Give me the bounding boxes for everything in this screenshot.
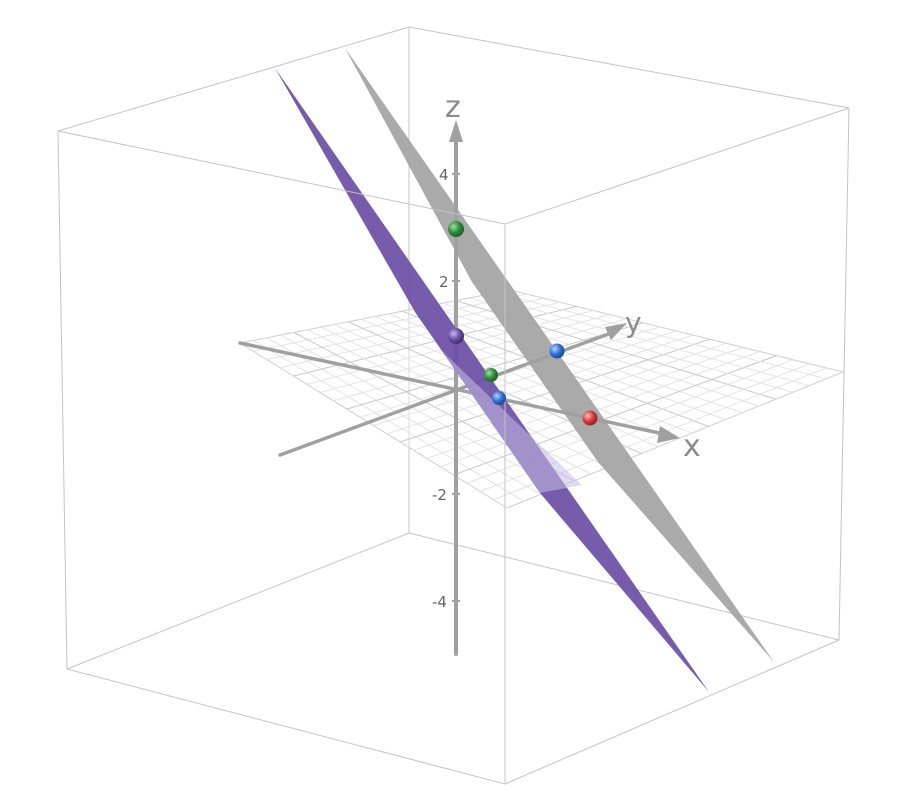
grid-line: [440, 351, 760, 468]
purple-point[interactable]: [448, 328, 464, 344]
grid-line: [482, 294, 810, 387]
z-tick-label-neg-2: -2: [432, 486, 447, 504]
z-tick-label-2: 2: [439, 273, 449, 291]
grid-line: [373, 330, 677, 426]
grid-line: [386, 334, 694, 435]
bounding-box-front: [57, 107, 850, 785]
blue-point-center[interactable]: [492, 391, 506, 405]
grid-line: [496, 292, 827, 380]
z-tick-label-neg-4: -4: [432, 593, 447, 611]
plane-purple-below-grid: [415, 312, 582, 493]
z-tick-marks: [452, 173, 460, 602]
x-axis-label: x: [683, 429, 701, 464]
blue-point-right[interactable]: [549, 343, 565, 359]
xy-plane-grid: [238, 289, 845, 509]
grid-line: [428, 305, 743, 414]
green-point-center[interactable]: [484, 368, 498, 382]
grid-line: [442, 302, 760, 407]
z-axis-label: z: [445, 90, 461, 125]
grid-line: [415, 308, 726, 421]
grid-line: [453, 355, 777, 476]
red-point[interactable]: [582, 410, 598, 426]
points: [448, 221, 598, 426]
z-axis-arrow: [449, 120, 463, 142]
y-axis-label: y: [625, 306, 642, 339]
x-axis-arrow: [657, 426, 680, 443]
z-tick-label-4: 4: [439, 166, 449, 184]
y-axis-arrow: [605, 323, 627, 340]
green-point-top[interactable]: [448, 221, 464, 237]
